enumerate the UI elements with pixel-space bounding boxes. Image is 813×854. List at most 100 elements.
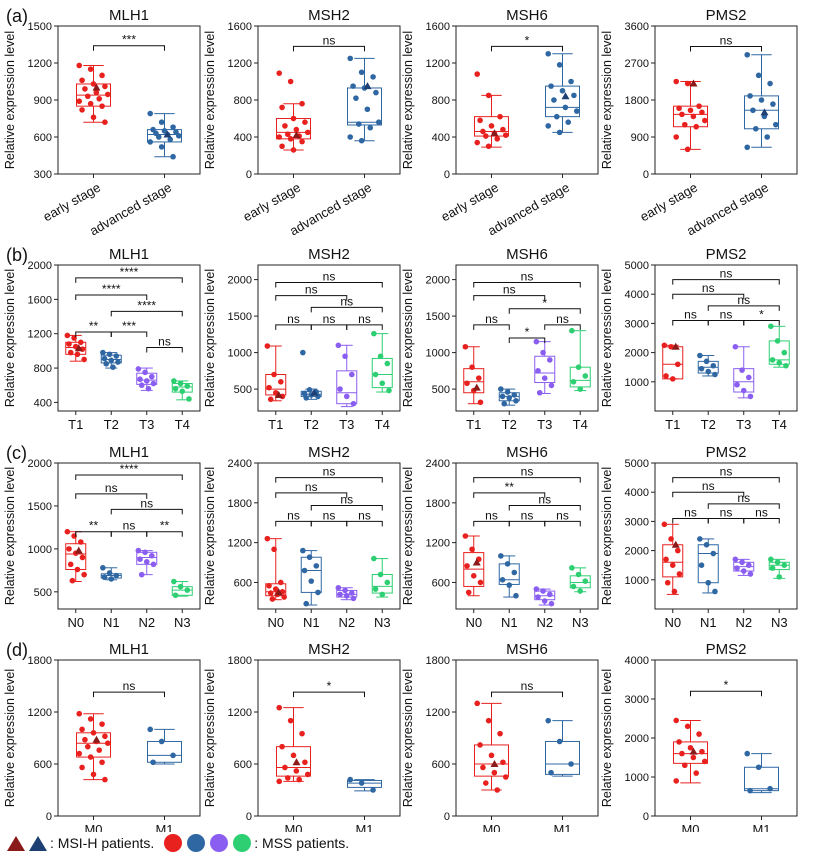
data-point — [81, 571, 87, 578]
msih-blue-triangle-icon — [29, 836, 47, 851]
msih-point — [74, 344, 83, 352]
data-point — [66, 341, 72, 347]
significance-label: * — [759, 307, 764, 321]
x-tick-label: N0 — [67, 615, 84, 630]
data-point — [499, 393, 506, 400]
data-point — [744, 144, 751, 151]
significance-label: ns — [702, 281, 715, 295]
msih-marker-icons — [7, 836, 47, 851]
significance-bracket — [707, 503, 780, 509]
data-point — [108, 357, 115, 364]
data-point — [370, 74, 376, 80]
y-tick-label: 3600 — [625, 21, 649, 33]
data-point — [177, 583, 184, 590]
x-tick-label: T1 — [268, 417, 283, 432]
y-tick-label: 1500 — [426, 311, 450, 323]
box-T3 — [732, 343, 755, 400]
data-point — [167, 136, 174, 143]
msih-point — [310, 388, 319, 396]
data-point — [501, 400, 508, 407]
y-tick-label: 600 — [234, 759, 252, 771]
data-point — [172, 385, 179, 392]
data-point — [142, 549, 148, 556]
y-tick-label: 1800 — [28, 655, 52, 667]
data-point — [343, 393, 350, 400]
y-tick-label: 1200 — [426, 538, 450, 550]
data-point — [669, 562, 676, 568]
box-N3 — [569, 565, 591, 594]
data-point — [158, 144, 165, 150]
panel-11: MSH6 600 1200 1800 2400 Relative expression l… — [401, 444, 599, 630]
data-point — [464, 563, 470, 569]
data-point — [540, 349, 546, 356]
significance-bracket — [690, 690, 762, 697]
msih-point — [561, 92, 570, 100]
panel-4: PMS2 0 900 1800 2700 3600 Relative expression … — [600, 7, 798, 238]
y-tick-label: 900 — [34, 95, 52, 107]
box-iqr — [147, 740, 182, 763]
data-point — [106, 570, 113, 576]
data-point — [76, 98, 83, 105]
data-point — [565, 119, 572, 125]
data-point — [669, 376, 676, 382]
data-point — [569, 565, 575, 571]
significance-bracket — [110, 508, 183, 515]
data-point — [158, 119, 165, 125]
data-point — [277, 379, 284, 385]
box-iqr — [673, 105, 708, 128]
data-point — [347, 55, 354, 62]
data-point — [290, 752, 297, 759]
data-point — [559, 87, 566, 94]
box-iqr — [300, 556, 322, 593]
data-point — [498, 553, 504, 559]
panel-label: (d) — [6, 640, 28, 660]
significance-label: * — [724, 678, 729, 692]
msih-point — [74, 546, 83, 554]
data-point — [101, 355, 108, 362]
data-point — [102, 119, 108, 125]
significance-label: ns — [323, 270, 336, 284]
data-point — [386, 387, 392, 394]
panel-10: MSH2 600 1200 1800 2400 Relative expression l… — [203, 444, 401, 630]
data-point — [99, 103, 105, 109]
data-point — [734, 381, 740, 388]
data-point — [313, 563, 320, 569]
box-N2 — [533, 586, 556, 607]
y-axis-label: Relative expression level — [3, 669, 17, 807]
box-iqr — [744, 766, 779, 792]
y-tick-label: 600 — [34, 759, 52, 771]
data-point — [379, 591, 386, 598]
data-point — [82, 86, 88, 92]
legend-msih-label: : MSI-H patients. — [50, 835, 155, 851]
data-point — [739, 559, 745, 566]
data-point — [504, 389, 511, 395]
data-point — [300, 547, 306, 554]
data-point — [781, 562, 788, 568]
data-point — [681, 762, 688, 769]
x-tick-label: M0 — [482, 822, 500, 832]
data-point — [774, 338, 781, 344]
data-point — [673, 717, 680, 724]
data-point — [545, 123, 552, 129]
y-tick-label: 600 — [34, 132, 52, 144]
significance-bracket — [544, 324, 581, 330]
data-point — [703, 358, 710, 365]
x-tick-label: N2 — [536, 615, 553, 630]
data-point — [676, 571, 683, 577]
data-point — [102, 733, 108, 740]
data-point — [284, 131, 291, 138]
data-point — [135, 366, 142, 372]
panel-label: (c) — [6, 443, 27, 463]
data-point — [681, 121, 688, 128]
panel-13: (d) MLH1 0 600 1200 1800 Relative expression l… — [3, 640, 201, 832]
data-point — [296, 776, 303, 783]
box-T1 — [462, 343, 485, 406]
data-point — [747, 787, 753, 794]
data-point — [769, 357, 776, 363]
data-point — [350, 595, 357, 602]
data-point — [696, 103, 702, 109]
data-point — [170, 752, 176, 759]
significance-label: ns — [140, 496, 153, 510]
y-tick-label: 1200 — [28, 707, 52, 719]
msih-point — [92, 735, 101, 743]
